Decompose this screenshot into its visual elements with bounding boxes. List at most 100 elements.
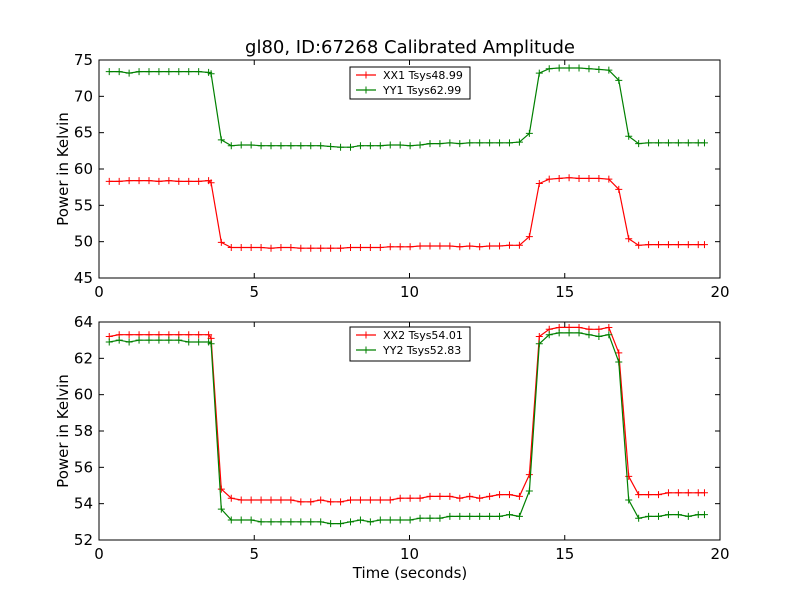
data-point: [674, 241, 682, 249]
data-point: [446, 492, 454, 500]
legend-marker: [362, 86, 370, 94]
data-point: [700, 489, 708, 497]
data-point: [227, 494, 235, 502]
data-point: [195, 177, 203, 185]
data-point: [615, 76, 623, 84]
data-point: [694, 489, 702, 497]
data-point: [145, 177, 153, 185]
y-tick-label: 60: [74, 160, 93, 178]
data-point: [317, 518, 325, 526]
data-point: [267, 518, 275, 526]
x-tick-label: 10: [400, 283, 419, 301]
data-point: [456, 494, 464, 502]
data-point: [327, 244, 335, 252]
data-point: [655, 491, 663, 499]
data-point: [595, 333, 603, 341]
data-point: [327, 498, 335, 506]
data-point: [366, 496, 374, 504]
data-point: [267, 244, 275, 252]
data-point: [436, 242, 444, 250]
data-point: [615, 349, 623, 357]
data-point: [366, 243, 374, 251]
data-point: [525, 487, 533, 495]
data-point: [356, 496, 364, 504]
legend: XX1 Tsys48.99 YY1 Tsys62.99: [349, 66, 471, 100]
data-point: [486, 512, 494, 520]
data-point: [376, 516, 384, 524]
data-point: [446, 512, 454, 520]
data-point: [416, 141, 424, 149]
data-point: [237, 243, 245, 251]
data-point: [257, 142, 265, 150]
data-point: [496, 512, 504, 520]
data-point: [505, 241, 513, 249]
series-markers: [105, 174, 708, 252]
data-point: [287, 518, 295, 526]
x-tick-label: 5: [249, 545, 259, 563]
data-point: [125, 69, 133, 77]
data-point: [145, 68, 153, 76]
data-point: [535, 69, 543, 77]
x-tick-label: 0: [94, 545, 104, 563]
data-point: [165, 336, 173, 344]
data-point: [317, 496, 325, 504]
data-point: [655, 512, 663, 520]
x-tick-label: 20: [710, 545, 729, 563]
data-point: [664, 241, 672, 249]
data-point: [185, 177, 193, 185]
data-point: [505, 491, 513, 499]
data-point: [505, 139, 513, 147]
data-point: [456, 512, 464, 520]
data-point: [135, 177, 143, 185]
data-point: [545, 331, 553, 339]
series-markers: [105, 64, 708, 151]
data-point: [535, 180, 543, 188]
y-tick-label: 54: [74, 495, 93, 513]
data-point: [406, 243, 414, 251]
data-point: [645, 139, 653, 147]
legend-marker: [362, 71, 370, 79]
data-point: [267, 496, 275, 504]
data-point: [585, 331, 593, 339]
data-point: [337, 143, 345, 151]
data-point: [155, 68, 163, 76]
data-point: [356, 243, 364, 251]
data-point: [700, 139, 708, 147]
data-point: [535, 340, 543, 348]
data-point: [694, 511, 702, 519]
data-point: [175, 177, 183, 185]
data-point: [217, 238, 225, 246]
data-point: [347, 518, 355, 526]
data-point: [476, 139, 484, 147]
data-point: [396, 141, 404, 149]
data-point: [555, 64, 563, 72]
data-point: [386, 516, 394, 524]
data-point: [396, 494, 404, 502]
data-point: [247, 496, 255, 504]
data-point: [486, 242, 494, 250]
legend-marker: [362, 346, 370, 354]
data-point: [337, 498, 345, 506]
data-point: [257, 496, 265, 504]
data-point: [155, 336, 163, 344]
data-point: [185, 331, 193, 339]
data-point: [307, 518, 315, 526]
data-point: [195, 338, 203, 346]
series-line-yy2: [109, 332, 705, 525]
data-point: [565, 174, 573, 182]
data-point: [337, 244, 345, 252]
data-point: [555, 174, 563, 182]
y-tick-label: 58: [74, 422, 93, 440]
data-point: [347, 143, 355, 151]
y-tick-label: 52: [74, 531, 93, 549]
data-point: [287, 496, 295, 504]
data-point: [700, 511, 708, 519]
data-point: [207, 340, 215, 348]
data-point: [664, 139, 672, 147]
data-point: [347, 496, 355, 504]
data-point: [635, 140, 643, 148]
data-point: [575, 329, 583, 337]
data-point: [525, 129, 533, 137]
data-point: [655, 139, 663, 147]
legend-label: XX1 Tsys48.99: [383, 69, 463, 82]
